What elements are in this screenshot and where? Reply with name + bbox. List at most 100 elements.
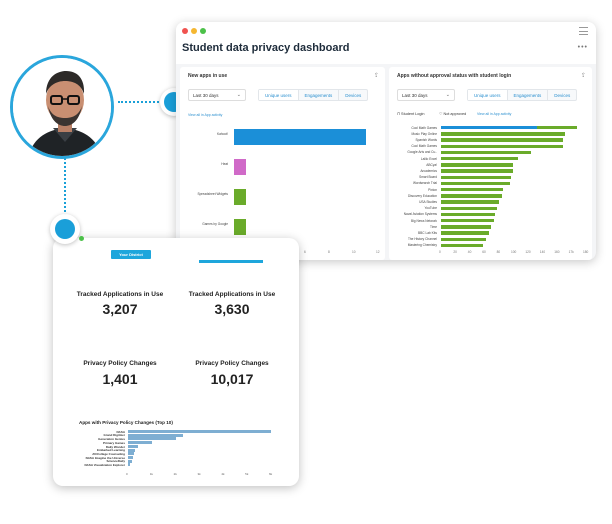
tab-devices[interactable]: Devices (345, 93, 362, 98)
category-label: NASA Visualization Explorer (84, 463, 125, 467)
bar-segment (441, 181, 510, 186)
maximize-dot-icon[interactable] (200, 28, 206, 34)
x-tick-label: 0 (126, 472, 128, 476)
bar-segment (441, 132, 565, 136)
bar (128, 433, 183, 437)
more-options-icon[interactable]: ••• (577, 44, 588, 51)
date-range-select[interactable]: Last 30 days ⌄ (188, 89, 246, 101)
connector-line (64, 150, 66, 216)
filter-student-login[interactable]: ⊓ Student Login (397, 112, 425, 116)
tab-devices[interactable]: Devices (554, 93, 571, 98)
bar-segment (441, 243, 483, 248)
category-label: Music Play Online (411, 131, 437, 136)
x-tick-label: 40 (467, 250, 472, 254)
tab-unique-users[interactable]: Unique users (468, 90, 508, 100)
bar-segment (441, 157, 518, 161)
hamburger-menu-icon[interactable] (579, 27, 588, 35)
bar-segment (441, 231, 489, 235)
x-tick-label: 60 (482, 250, 486, 254)
stat-value: 10,017 (210, 371, 254, 387)
close-dot-icon[interactable] (182, 28, 188, 34)
bar-segment (441, 194, 502, 198)
x-tick-label: 180 (583, 250, 589, 254)
category-label: YouTube (424, 206, 437, 211)
category-label: Games by Google (202, 222, 228, 226)
bar (128, 441, 152, 445)
category-label: Mastering Chemistry (407, 243, 437, 248)
bar-segment (441, 126, 537, 130)
view-all-link[interactable]: View all in App activity (188, 113, 223, 117)
bar-segment (441, 163, 513, 167)
category-label: Time (430, 224, 437, 229)
metric-tabs: Unique users Engagements Devices (467, 89, 578, 101)
share-icon[interactable]: ⇪ (373, 73, 379, 79)
x-tick-label: 6 (304, 250, 306, 254)
x-tick-label: 1k (149, 472, 153, 476)
tab-engagements[interactable]: Engagements (508, 90, 549, 100)
bar (234, 159, 246, 175)
bar-segment (441, 219, 494, 223)
tab-unique-users[interactable]: Unique users (259, 90, 299, 100)
bar-segment (441, 212, 496, 217)
category-label: Spreadsheet Widgets (197, 192, 228, 196)
category-label: Spanish Words (415, 137, 437, 142)
status-dot (79, 236, 84, 241)
connector-line (118, 101, 170, 103)
unapproved-apps-panel: Apps without approval status with studen… (389, 67, 592, 260)
stat-value: 1,401 (102, 371, 138, 387)
tab-engagements[interactable]: Engagements (299, 90, 340, 100)
category-label: Cool Math Games (411, 144, 437, 149)
x-tick-label: 12 (376, 250, 380, 254)
dashboard-window: Student data privacy dashboard ••• New a… (176, 22, 596, 260)
x-tick-label: 2k (173, 472, 177, 476)
heart-icon: ♡ (439, 112, 443, 116)
x-tick-label: 3k (197, 472, 201, 476)
category-label: Arcademics (420, 168, 437, 173)
bar (128, 459, 132, 463)
window-titlebar (176, 22, 596, 40)
metric-tabs: Unique users Engagements Devices (258, 89, 369, 101)
chevron-down-icon: ⌄ (445, 92, 450, 98)
category-label: BBC Lab Kits (418, 230, 437, 235)
stat-value: 3,207 (102, 301, 138, 317)
bar-segment (441, 206, 497, 210)
category-label: NASA Imagine the Universe (85, 455, 125, 460)
bar-segment (441, 138, 563, 142)
tab-indicator[interactable] (199, 260, 263, 263)
bar (128, 430, 271, 433)
bar (234, 189, 246, 205)
bar (128, 463, 131, 467)
chevron-down-icon: ⌄ (236, 92, 241, 98)
x-tick-label: 140 (539, 250, 546, 254)
share-icon[interactable]: ⇪ (580, 73, 586, 79)
category-label: Wordsearch Trial (412, 181, 437, 186)
filter-not-approved[interactable]: ♡ Not approved (439, 112, 467, 116)
bar-segment (441, 169, 513, 173)
x-tick-label: 120 (525, 250, 531, 254)
page-title: Student data privacy dashboard (182, 42, 350, 54)
connector-dot (55, 219, 75, 239)
category-label: Generation Genius (98, 437, 125, 442)
view-all-link[interactable]: View all in App activity (477, 112, 512, 116)
category-label: Grand Digitizer (103, 433, 125, 438)
panel-title: Apps without approval status with studen… (397, 73, 512, 79)
bar-segment (441, 175, 512, 179)
x-tick-label: 0 (439, 250, 441, 254)
bar-segment (537, 126, 577, 130)
stat-value: 3,630 (214, 301, 250, 317)
bar-segment (441, 237, 486, 241)
district-card: Your District Tracked Applications in Us… (53, 238, 299, 486)
bar (128, 448, 136, 452)
x-tick-label: 8 (328, 250, 330, 254)
category-label: Pixton (428, 187, 437, 192)
x-tick-label: 160 (554, 250, 560, 254)
tab-your-district[interactable]: Your District (111, 250, 151, 259)
date-range-select[interactable]: Last 30 days ⌄ (397, 89, 455, 101)
stat-label: Privacy Policy Changes (195, 360, 269, 367)
stat-label: Tracked Applications in Use (76, 291, 164, 298)
x-tick-label: 100 (511, 250, 517, 254)
minimize-dot-icon[interactable] (191, 28, 197, 34)
bar (128, 444, 138, 448)
person-portrait-icon (13, 58, 111, 156)
category-label: Big News Network (410, 218, 437, 223)
